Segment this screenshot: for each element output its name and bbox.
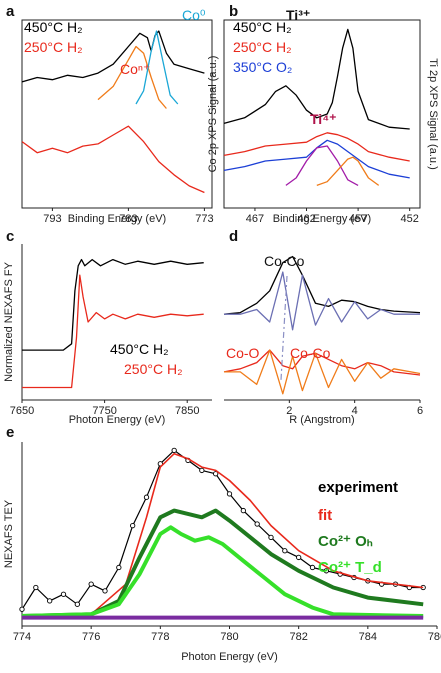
- x-tick-label-b-0: 467: [246, 213, 264, 225]
- data-point-e-4: [74, 601, 80, 607]
- x-tick-label-c-2: 7850: [175, 405, 199, 417]
- x-axis-label-c: Photon Energy (eV): [69, 414, 166, 426]
- x-tick-label-e-5: 784: [359, 631, 377, 643]
- legend-entry-e-0: experiment: [318, 479, 398, 496]
- plot-frame-b: [223, 19, 421, 209]
- data-point-e-17: [254, 521, 260, 527]
- data-point-e-0: [19, 606, 25, 612]
- data-point-e-2: [47, 598, 53, 604]
- x-tick-label-a-0: 793: [43, 213, 61, 225]
- series-line-a-2: [97, 45, 167, 109]
- data-point-e-21: [309, 564, 316, 571]
- y-axis-label-left-b: Co 2p XPS Signal (a.u.): [207, 56, 219, 173]
- data-point-e-9: [143, 494, 150, 500]
- x-tick-label-d-2: 6: [417, 405, 423, 417]
- series-line-d-3: [224, 349, 421, 395]
- series-line-b-3: [285, 145, 359, 186]
- x-tick-label-b-1: 462: [297, 213, 315, 225]
- legend-entry-a-1: 250°C H₂: [24, 39, 83, 55]
- annotation-a-1: Co⁰: [182, 7, 206, 23]
- series-line-a-0: [21, 30, 205, 83]
- data-point-e-7: [116, 564, 122, 571]
- x-tick-label-c-0: 7650: [10, 405, 34, 417]
- panel-label-d: d: [229, 228, 238, 245]
- series-line-b-4: [316, 156, 380, 187]
- series-line-e-2: [21, 508, 424, 618]
- series-line-e-0: [21, 449, 424, 610]
- x-tick-label-e-4: 782: [289, 631, 307, 643]
- series-line-b-0: [223, 28, 410, 130]
- annotation-d-1: Co-O: [226, 345, 260, 361]
- data-point-e-8: [130, 522, 136, 529]
- data-point-e-14: [213, 471, 219, 477]
- data-point-e-3: [60, 591, 67, 597]
- x-tick-label-d-1: 4: [352, 405, 358, 417]
- series-line-e-1: [21, 452, 424, 617]
- data-point-e-13: [199, 467, 205, 474]
- plot-frame-a: [21, 19, 213, 209]
- legend-entry-a-0: 450°C H₂: [24, 19, 83, 35]
- x-tick-label-e-6: 786: [428, 631, 441, 643]
- data-point-e-6: [102, 588, 108, 594]
- series-line-b-2: [223, 139, 410, 179]
- x-tick-label-a-1: 783: [119, 213, 137, 225]
- annotation-d-2: Co-Co: [290, 345, 331, 361]
- data-point-e-19: [282, 548, 288, 554]
- series-line-a-1: [21, 125, 205, 194]
- legend-entry-b-1: 250°C H₂: [233, 39, 292, 55]
- annotation-d-0: Co-Co: [264, 253, 305, 269]
- legend-entry-c-0: 450°C H₂: [110, 341, 169, 357]
- data-point-e-10: [157, 461, 163, 467]
- data-point-e-5: [88, 581, 94, 587]
- data-point-e-15: [226, 491, 233, 497]
- data-point-e-11: [171, 447, 177, 454]
- x-tick-label-e-3: 780: [220, 631, 238, 643]
- series-line-d-1: [224, 271, 420, 331]
- series-line-a-3: [135, 30, 179, 105]
- legend-entry-c-1: 250°C H₂: [124, 361, 183, 377]
- data-point-e-20: [296, 554, 302, 561]
- x-tick-label-e-1: 776: [82, 631, 100, 643]
- data-point-e-18: [268, 534, 274, 540]
- data-point-e-16: [240, 507, 246, 514]
- series-line-b-1: [223, 132, 410, 162]
- x-tick-label-b-2: 457: [349, 213, 367, 225]
- legend-entry-e-3: Co²⁺ T_d: [318, 559, 382, 576]
- legend-entry-e-2: Co²⁺ Oₕ: [318, 533, 373, 550]
- series-line-c-0: [22, 258, 204, 351]
- y-axis-label-c: Normalized NEXAFS FY: [3, 261, 15, 381]
- x-tick-label-e-0: 774: [13, 631, 31, 643]
- series-line-c-1: [22, 274, 204, 389]
- x-tick-label-b-3: 452: [401, 213, 419, 225]
- panel-label-a: a: [6, 3, 15, 20]
- data-point-e-22: [323, 568, 329, 574]
- legend-entry-e-1: fit: [318, 507, 332, 524]
- x-axis-label-e: Photon Energy (eV): [181, 651, 278, 663]
- panel-label-c: c: [6, 228, 14, 245]
- y-axis-label-right-b: Ti 2p XPS Signal (a.u.): [427, 58, 439, 169]
- panel-label-e: e: [6, 424, 14, 441]
- panel-label-b: b: [229, 3, 238, 20]
- annotation-b-1: Ti⁴⁺: [310, 111, 337, 127]
- annotation-a-0: Coⁿ⁺: [120, 61, 150, 77]
- x-tick-label-e-2: 778: [151, 631, 169, 643]
- x-axis-label-a: Binding Energy (eV): [68, 213, 166, 225]
- x-tick-label-c-1: 7750: [92, 405, 116, 417]
- x-tick-label-d-0: 2: [286, 405, 292, 417]
- legend-entry-b-2: 350°C O₂: [233, 59, 292, 75]
- annotation-b-0: Ti³⁺: [286, 7, 310, 23]
- series-line-e-3: [21, 525, 424, 618]
- series-line-d-0: [223, 255, 421, 315]
- x-axis-label-b: Binding Energy (eV): [273, 213, 371, 225]
- legend-entry-b-0: 450°C H₂: [233, 19, 292, 35]
- x-tick-label-a-2: 773: [195, 213, 213, 225]
- x-axis-label-d: R (Angstrom): [289, 414, 354, 426]
- y-axis-label-e: NEXAFS TEY: [3, 499, 15, 568]
- guide-line-d: [280, 275, 288, 381]
- data-point-e-1: [33, 584, 39, 591]
